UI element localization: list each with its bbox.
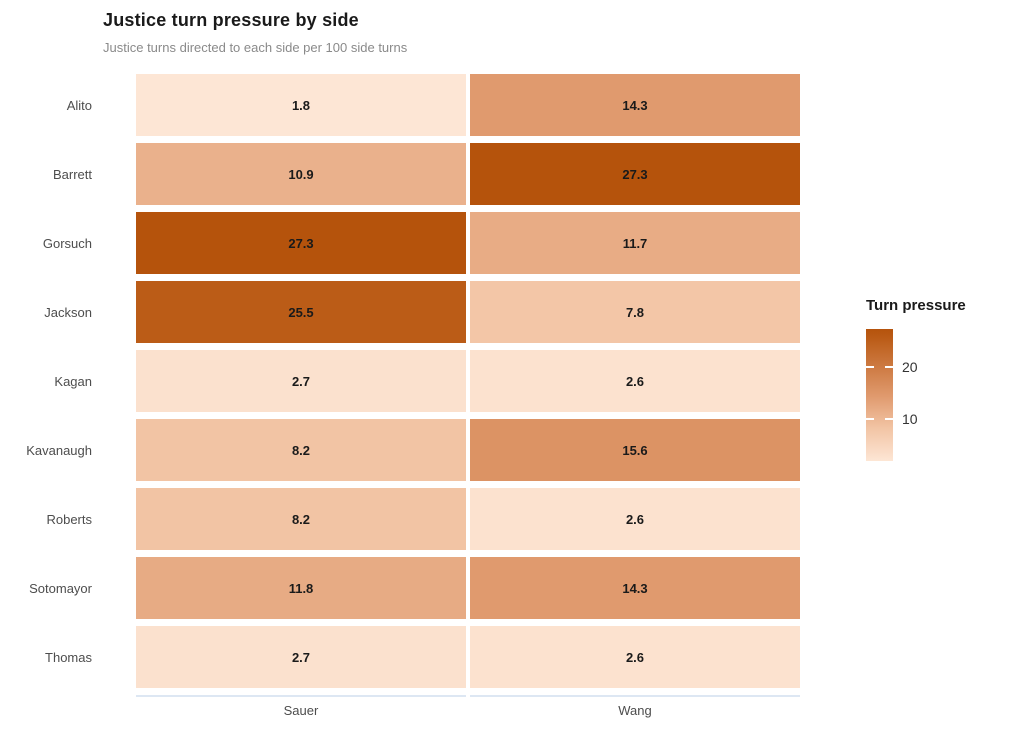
row-label: Kagan [54,373,92,389]
x-axis-line-wang [470,695,800,697]
x-axis-lines [0,695,800,697]
heatmap-cell: 8.2 [136,488,466,550]
heatmap-cell: 2.7 [136,350,466,412]
heatmap-cell: 27.3 [470,143,800,205]
heatmap-cell: 11.8 [136,557,466,619]
row-label: Kavanaugh [26,442,92,458]
heatmap: Alito 1.8 14.3 Barrett 10.9 27.3 Gorsuch… [0,74,800,718]
legend: Turn pressure 10 20 [866,297,1016,461]
heatmap-cell: 8.2 [136,419,466,481]
legend-title: Turn pressure [866,297,966,314]
legend-tick-mark [866,365,874,368]
row-label: Sotomayor [29,580,92,596]
row-label: Jackson [44,304,92,320]
chart-subtitle: Justice turns directed to each side per … [103,40,408,55]
heatmap-row: Kavanaugh 8.2 15.6 [0,419,800,481]
heatmap-row: Thomas 2.7 2.6 [0,626,800,688]
heatmap-cell: 2.7 [136,626,466,688]
heatmap-cell: 7.8 [470,281,800,343]
heatmap-row: Alito 1.8 14.3 [0,74,800,136]
legend-tick-mark [866,417,874,420]
heatmap-cell: 27.3 [136,212,466,274]
row-label: Gorsuch [42,235,92,251]
heatmap-row: Sotomayor 11.8 14.3 [0,557,800,619]
legend-gradient-bar [866,329,893,461]
x-axis-label-wang: Wang [618,703,652,718]
heatmap-cell: 10.9 [136,143,466,205]
legend-tick-mark [885,417,893,420]
legend-tick-label: 20 [902,358,918,375]
heatmap-row: Roberts 8.2 2.6 [0,488,800,550]
heatmap-cell: 14.3 [470,557,800,619]
heatmap-cell: 2.6 [470,350,800,412]
x-axis-line-sauer [136,695,466,697]
chart-header: Justice turn pressure by side Justice tu… [103,10,407,55]
heatmap-cell: 25.5 [136,281,466,343]
row-label: Alito [66,97,92,113]
heatmap-row: Jackson 25.5 7.8 [0,281,800,343]
heatmap-cell: 14.3 [470,74,800,136]
heatmap-cell: 2.6 [470,488,800,550]
legend-colorbar: 10 20 [866,329,918,461]
axis-spacer [0,695,136,697]
heatmap-cell: 15.6 [470,419,800,481]
row-label: Thomas [45,649,92,665]
x-axis-labels: Sauer Wang [0,703,800,718]
heatmap-body: Alito 1.8 14.3 Barrett 10.9 27.3 Gorsuch… [0,74,800,688]
legend-tick-mark [885,365,893,368]
heatmap-row: Kagan 2.7 2.6 [0,350,800,412]
heatmap-cell: 2.6 [470,626,800,688]
legend-tick-label: 10 [902,410,918,427]
row-label: Roberts [46,511,92,527]
heatmap-cell: 1.8 [136,74,466,136]
heatmap-row: Gorsuch 27.3 11.7 [0,212,800,274]
heatmap-row: Barrett 10.9 27.3 [0,143,800,205]
heatmap-cell: 11.7 [470,212,800,274]
chart-title: Justice turn pressure by side [103,10,359,30]
row-label: Barrett [52,166,92,182]
axis-spacer [0,703,136,718]
x-axis-label-sauer: Sauer [283,703,319,718]
